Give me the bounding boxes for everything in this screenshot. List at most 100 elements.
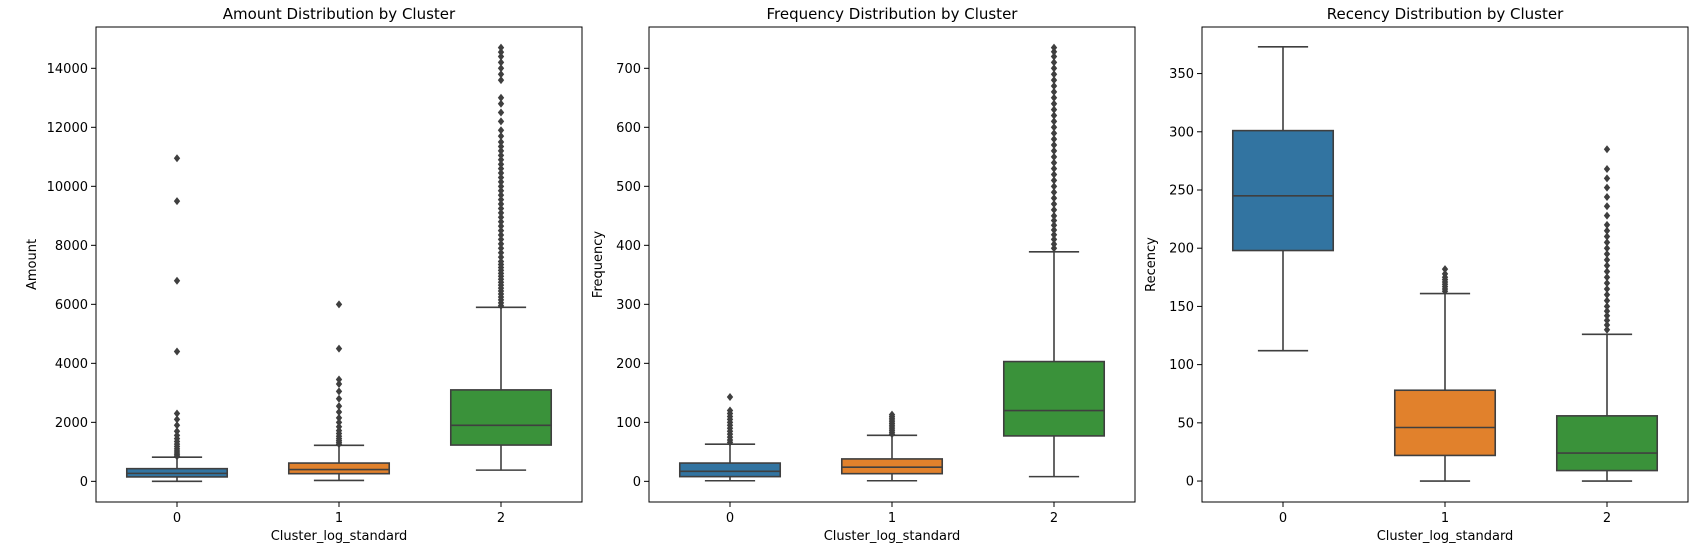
- x-tick-label: 0: [1279, 511, 1287, 526]
- outlier-point: [1050, 99, 1058, 108]
- outlier-point: [497, 182, 505, 191]
- outlier-point: [1050, 47, 1058, 56]
- outlier-point: [497, 64, 505, 73]
- y-tick-label: 0: [1186, 475, 1194, 490]
- y-tick-label: 4000: [55, 357, 88, 372]
- outlier-point: [1050, 211, 1058, 220]
- y-tick-label: 100: [1169, 358, 1194, 373]
- outlier-point: [1050, 135, 1058, 144]
- x-tick-label: 1: [1441, 511, 1449, 526]
- outlier-point: [1603, 325, 1611, 334]
- outlier-point: [497, 239, 505, 248]
- outlier-point: [497, 138, 505, 147]
- plot-frame: [95, 26, 583, 503]
- y-tick-label: 6000: [55, 298, 88, 313]
- outlier-point: [497, 208, 505, 217]
- y-tick-label: 500: [616, 180, 641, 195]
- outlier-point: [1603, 311, 1611, 320]
- outlier-point: [497, 204, 505, 213]
- chart-title: Recency Distribution by Cluster: [1327, 5, 1564, 23]
- outlier-point: [497, 93, 505, 102]
- outlier-point: [497, 160, 505, 169]
- chart-title: Frequency Distribution by Cluster: [767, 5, 1019, 23]
- outlier-point: [497, 213, 505, 222]
- outlier-point: [1050, 117, 1058, 126]
- outlier-point: [1603, 273, 1611, 282]
- y-tick-label: 0: [633, 475, 641, 490]
- outlier-point: [497, 257, 505, 266]
- box-iqr: [449, 389, 553, 446]
- outlier-point: [1050, 43, 1058, 52]
- outlier-point: [1050, 225, 1058, 234]
- box-2: [449, 43, 553, 471]
- box-iqr: [1555, 415, 1659, 472]
- outlier-point: [1603, 316, 1611, 325]
- outlier-point: [497, 52, 505, 61]
- outlier-point: [497, 155, 505, 164]
- outlier-point: [497, 222, 505, 231]
- outlier-point: [335, 408, 343, 417]
- x-tick-label: 2: [1603, 511, 1611, 526]
- outlier-point: [497, 200, 505, 209]
- outlier-point: [497, 58, 505, 67]
- x-axis-label: Cluster_log_standard: [271, 529, 408, 544]
- x-tick-label: 2: [1050, 511, 1058, 526]
- box-0: [1231, 45, 1335, 352]
- outlier-point: [1603, 307, 1611, 316]
- outlier-point: [497, 43, 505, 52]
- outlier-point: [1050, 164, 1058, 173]
- outlier-point: [1050, 82, 1058, 91]
- outlier-point: [173, 409, 181, 418]
- outlier-point: [497, 226, 505, 235]
- box-1: [840, 410, 944, 482]
- outlier-point: [497, 230, 505, 239]
- outlier-point: [497, 195, 505, 204]
- y-tick-label: 200: [616, 357, 641, 372]
- chart-title: Amount Distribution by Cluster: [223, 5, 456, 23]
- y-axis-label: Frequency: [591, 231, 606, 298]
- outlier-point: [1050, 176, 1058, 185]
- outlier-point: [497, 126, 505, 135]
- outlier-point: [497, 217, 505, 226]
- outlier-point: [1603, 250, 1611, 259]
- chart-panel-2: Recency Distribution by Cluster 0 50 100 150…: [1144, 5, 1689, 544]
- y-tick-label: 14000: [47, 62, 88, 77]
- y-tick-label: 400: [616, 239, 641, 254]
- outlier-point: [173, 197, 181, 206]
- y-tick-label: 50: [1177, 416, 1194, 431]
- outlier-point: [1603, 202, 1611, 211]
- outlier-point: [497, 186, 505, 195]
- outlier-point: [497, 132, 505, 141]
- y-tick-label: 2000: [55, 416, 88, 431]
- outlier-point: [1441, 265, 1449, 274]
- outlier-point: [1050, 244, 1058, 253]
- chart-panel-1: Frequency Distribution by Cluster 0 100 200…: [591, 5, 1136, 544]
- outlier-point: [1050, 70, 1058, 79]
- outlier-point: [1050, 235, 1058, 244]
- outlier-point: [1603, 290, 1611, 299]
- outlier-point: [1603, 261, 1611, 270]
- outlier-point: [173, 431, 181, 440]
- outlier-point: [497, 70, 505, 79]
- outlier-point: [497, 191, 505, 200]
- y-tick-label: 300: [616, 298, 641, 313]
- outlier-point: [173, 347, 181, 356]
- outlier-point: [335, 387, 343, 396]
- box-iqr: [1231, 129, 1335, 252]
- outlier-point: [497, 99, 505, 108]
- y-tick-label: 10000: [47, 180, 88, 195]
- outlier-point: [1603, 244, 1611, 253]
- x-tick-label: 1: [335, 511, 343, 526]
- outlier-point: [1050, 76, 1058, 85]
- outlier-point: [1050, 230, 1058, 239]
- box-iqr: [287, 462, 391, 475]
- outlier-point: [173, 427, 181, 436]
- outlier-point: [1603, 302, 1611, 311]
- outlier-point: [1050, 105, 1058, 114]
- outlier-point: [1441, 269, 1449, 278]
- outlier-point: [726, 392, 734, 401]
- outlier-point: [1603, 255, 1611, 264]
- outlier-point: [1050, 58, 1058, 67]
- outlier-point: [1603, 279, 1611, 288]
